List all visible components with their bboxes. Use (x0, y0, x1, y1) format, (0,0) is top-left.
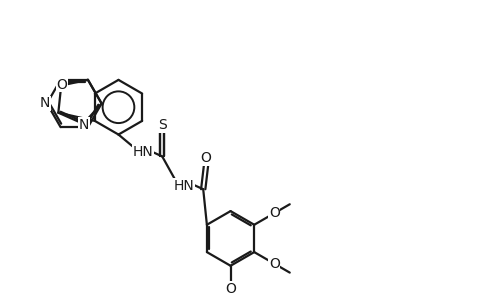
Text: O: O (269, 206, 280, 220)
Text: O: O (269, 257, 280, 271)
Text: S: S (158, 118, 166, 132)
Text: O: O (200, 151, 211, 165)
Text: N: N (40, 96, 50, 110)
Text: O: O (225, 282, 236, 296)
Text: O: O (56, 78, 68, 91)
Text: N: N (79, 118, 90, 132)
Text: HN: HN (132, 145, 153, 159)
Text: HN: HN (174, 179, 194, 193)
